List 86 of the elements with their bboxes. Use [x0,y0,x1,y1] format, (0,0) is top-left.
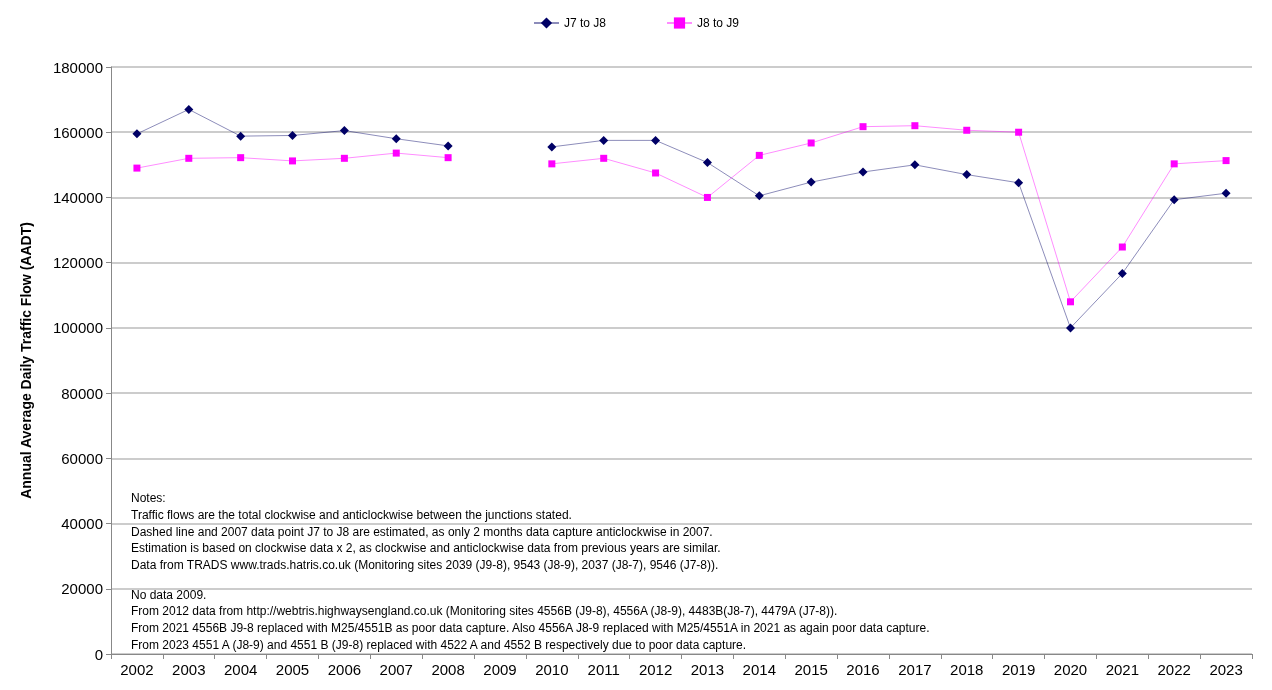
point [1066,298,1074,306]
x-tick-label: 2009 [483,661,517,678]
point [755,151,763,159]
y-tick-label: 160000 [52,123,103,141]
point [754,191,764,201]
x-tick-label: 2003 [172,661,206,678]
point [858,167,868,177]
x-tick-label: 2018 [950,661,984,678]
legend-label: J8 to J9 [697,16,740,30]
x-tick-label: 2011 [587,661,620,678]
point [703,193,711,201]
point [652,169,660,177]
x-tick-label: 2020 [1053,661,1088,678]
x-tick-label: 2005 [275,661,310,678]
x-tick-label: 2006 [327,661,362,678]
point [599,135,609,145]
x-tick-label: 2010 [535,661,569,678]
y-tick-label: 0 [94,645,103,663]
annotation: From 2023 4551 A (J8-9) and 4551 B (J9-8) replaced with 4522 A and 4552 B respectively due to poor data capture. [131,637,747,652]
point [962,170,972,180]
point [133,164,141,172]
x-tick-label: 2022 [1157,661,1191,678]
annotation: From 2012 data from http://webtris.highwaysengland.co.uk (Monitoring sites 4556B (J9-8), 4556A (J8-9), 4483B(J8-7), 4479A (J7-8)). [131,604,838,619]
point [1169,195,1179,205]
x-tick-label: 2004 [223,661,258,678]
annotation: Traffic flows are the total clockwise and anticlockwise between the junctions stated. [131,507,572,522]
x-tick-label: 2023 [1209,661,1243,678]
annotation: Dashed line and 2007 data point J7 to J8 are estimated, as only 2 months data capture anticlockwise in 2007. [131,524,713,539]
y-tick-label: 40000 [61,515,103,533]
point [288,130,298,140]
y-tick-label: 100000 [52,319,103,337]
x-tick-label: 2007 [379,661,413,678]
legend-label: J7 to J8 [563,16,607,30]
point [910,160,920,170]
point [185,154,193,162]
point [340,154,348,162]
point [444,154,452,162]
y-axis-title: Annual Average Daily Traffic Flow (AADT) [18,222,34,499]
point [339,126,349,136]
point [1065,323,1075,333]
x-tick-label: 2008 [431,661,465,678]
point [548,160,556,168]
point [547,142,557,152]
x-tick-label: 2014 [742,661,776,678]
point [1117,268,1127,278]
x-tick-label: 2021 [1105,661,1140,678]
x-tick-label: 2017 [898,661,932,678]
point [1170,160,1178,168]
point [392,149,400,157]
point [1222,157,1230,165]
point [911,122,919,130]
point [807,139,815,147]
point [600,154,608,162]
point [651,135,661,145]
point [702,158,712,168]
y-tick-label: 60000 [61,449,103,467]
y-tick-label: 20000 [61,580,103,598]
point [859,123,867,131]
y-tick-label: 180000 [52,58,103,76]
annotation: Estimation is based on clockwise data x 2, as clockwise and anticlockwise data from previous years are similar. [131,541,721,556]
y-tick-label: 140000 [52,188,103,206]
point [1118,243,1126,251]
x-tick-label: 2015 [794,661,828,678]
point [289,157,297,165]
point [132,129,142,139]
point [806,177,816,187]
point [391,134,401,144]
point [237,154,245,162]
point [1221,188,1231,198]
point [963,126,971,134]
x-tick-label: 2019 [1001,661,1036,678]
annotation: No data 2009. [131,587,207,602]
x-tick-label: 2002 [120,661,154,678]
x-tick-label: 2012 [638,661,673,678]
point [1015,128,1023,136]
y-tick-label: 80000 [61,384,103,402]
y-tick-label: 120000 [52,254,103,272]
point [443,141,453,151]
annotation: Data from TRADS www.trads.hatris.co.uk (Monitoring sites 2039 (J9-8), 9543 (J8-9), 2037 (J8-7), 9546 (J7-8)). [131,558,719,573]
x-tick-label: 2016 [846,661,880,678]
x-tick-label: 2013 [690,661,725,678]
annotation: Notes: [131,491,166,506]
point [184,104,194,114]
point [236,131,246,141]
annotation: From 2021 4556B J9-8 replaced with M25/4551B as poor data capture. Also 4556A J8-9 replaced with M25/4551A in 2021 as again poor data capture. [131,621,930,636]
point [1014,178,1024,188]
